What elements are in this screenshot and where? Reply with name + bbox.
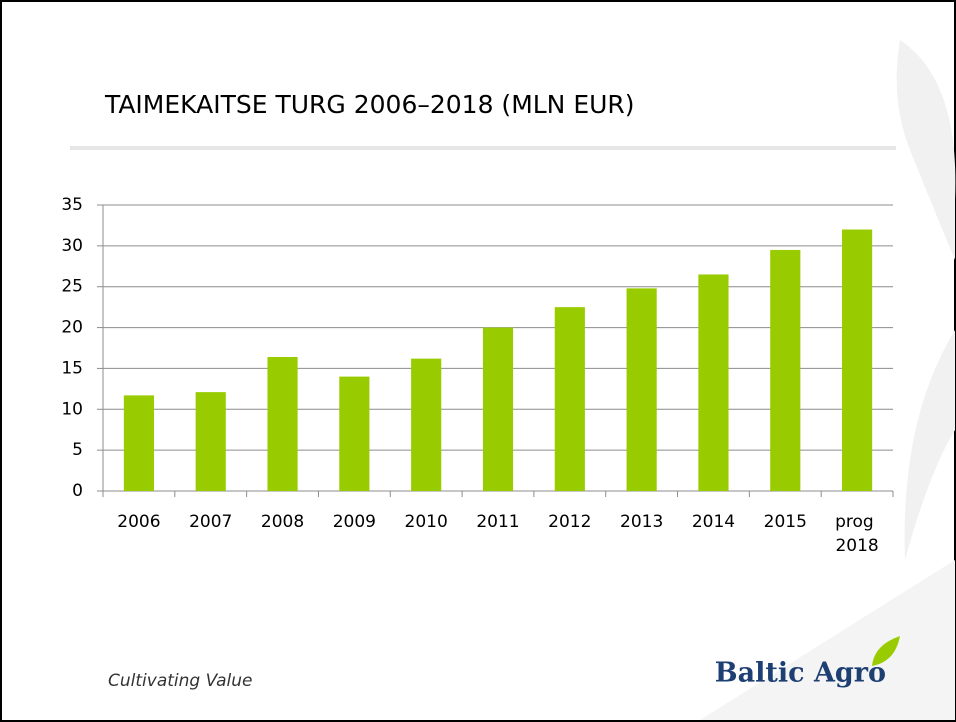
x-tick-label: 2010 <box>405 512 448 532</box>
y-tick-label: 30 <box>61 236 83 256</box>
bar <box>482 327 514 491</box>
y-tick-label: 10 <box>61 399 83 419</box>
bar <box>842 229 873 491</box>
bar <box>554 307 585 491</box>
logo-leaf <box>872 636 900 666</box>
bar <box>626 288 657 491</box>
y-tick-label: 20 <box>61 318 83 338</box>
x-tick-label: 2012 <box>548 512 591 532</box>
bar <box>770 249 801 491</box>
x-tick-label: 2009 <box>333 512 376 532</box>
x-tick-label: 2006 <box>117 512 160 532</box>
decor-leaf <box>896 40 956 260</box>
x-tick-label: prog 2018 <box>835 512 879 556</box>
y-tick-label: 5 <box>72 440 83 460</box>
x-tick-label: 2013 <box>620 512 663 532</box>
bar <box>123 395 154 491</box>
x-tick-label: 2014 <box>692 512 735 532</box>
y-tick-label: 15 <box>61 358 83 378</box>
tagline: Cultivating Value <box>108 671 253 691</box>
x-tick-label: 2011 <box>476 512 519 532</box>
bar <box>698 274 729 491</box>
y-tick-label: 25 <box>61 277 83 297</box>
x-tick-label: 2015 <box>764 512 807 532</box>
y-tick-label: 0 <box>72 481 83 501</box>
decor-leaf <box>904 330 955 560</box>
y-tick-label: 35 <box>61 195 83 215</box>
x-tick-label: 2007 <box>189 512 232 532</box>
bar <box>411 358 442 491</box>
bar <box>339 376 370 491</box>
x-tick-label: 2008 <box>261 512 304 532</box>
title-rule <box>70 146 896 150</box>
chart-title: TAIMEKAITSE TURG 2006–2018 (MLN EUR) <box>104 90 635 119</box>
bar <box>195 392 226 491</box>
decor-shape <box>700 560 955 720</box>
logo: Baltic Agro <box>715 658 886 689</box>
bar <box>267 356 298 491</box>
